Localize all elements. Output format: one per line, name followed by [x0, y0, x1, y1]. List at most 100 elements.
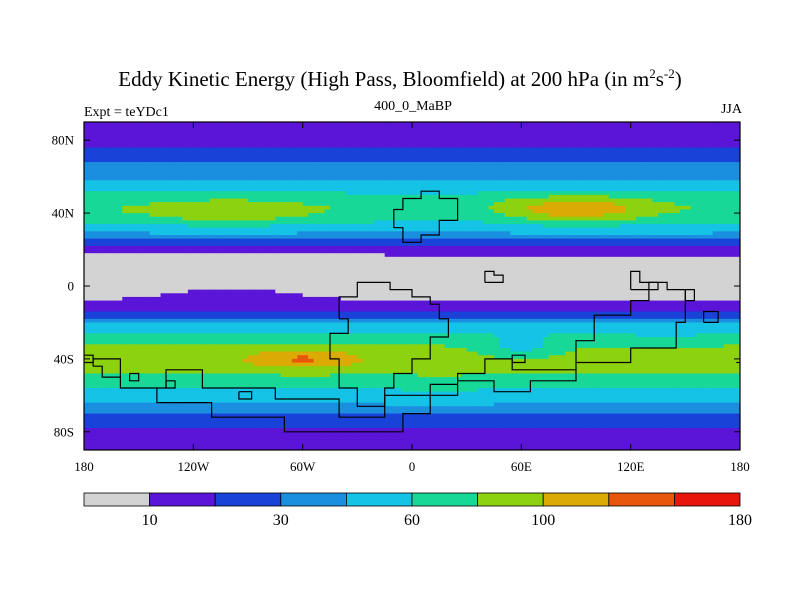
field-cell — [543, 143, 550, 149]
field-cell — [302, 198, 309, 203]
field-cell — [166, 202, 173, 207]
field-cell — [340, 260, 347, 265]
field-cell — [94, 132, 101, 138]
field-cell — [586, 169, 593, 174]
field-cell — [428, 245, 435, 251]
field-cell — [286, 205, 293, 211]
field-cell — [663, 213, 670, 218]
field-cell — [537, 165, 544, 170]
field-cell — [466, 176, 473, 181]
field-cell — [379, 140, 386, 145]
field-cell — [362, 242, 369, 247]
field-cell — [357, 191, 364, 196]
field-cell — [433, 245, 440, 251]
field-cell — [258, 227, 265, 232]
field-cell — [412, 176, 419, 181]
field-cell — [226, 165, 233, 170]
field-cell — [127, 205, 134, 211]
field-cell — [466, 220, 473, 225]
field-cell — [395, 238, 402, 243]
field-cell — [658, 122, 665, 127]
field-cell — [510, 238, 517, 243]
field-cell — [576, 191, 583, 196]
field-cell — [537, 147, 544, 152]
field-cell — [701, 238, 708, 243]
field-cell — [504, 231, 511, 236]
field-cell — [412, 209, 419, 214]
field-cell — [215, 202, 222, 207]
field-cell — [330, 213, 337, 218]
field-cell — [723, 227, 730, 232]
field-cell — [663, 267, 670, 273]
field-cell — [707, 165, 714, 170]
field-cell — [472, 140, 479, 145]
field-cell — [515, 205, 522, 211]
field-cell — [510, 245, 517, 251]
field-cell — [335, 249, 342, 254]
field-cell — [652, 202, 659, 207]
field-cell — [176, 136, 183, 141]
field-cell — [390, 125, 397, 130]
field-cell — [510, 253, 517, 258]
field-cell — [412, 158, 419, 163]
field-cell — [647, 209, 654, 214]
field-cell — [171, 183, 178, 189]
field-cell — [373, 256, 380, 262]
field-cell — [379, 242, 386, 247]
field-cell — [237, 165, 244, 170]
field-cell — [155, 242, 162, 247]
field-cell — [319, 176, 326, 181]
field-cell — [204, 151, 211, 156]
field-cell — [543, 202, 550, 207]
field-cell — [636, 140, 643, 145]
field-cell — [122, 253, 129, 258]
field-cell — [209, 242, 216, 247]
field-cell — [658, 125, 665, 130]
field-cell — [335, 231, 342, 236]
field-cell — [248, 194, 255, 200]
field-cell — [286, 238, 293, 243]
field-cell — [592, 151, 599, 156]
field-cell — [707, 209, 714, 214]
field-cell — [723, 209, 730, 214]
field-cell — [466, 216, 473, 221]
field-cell — [614, 202, 621, 207]
field-cell — [630, 187, 637, 192]
field-cell — [302, 183, 309, 189]
field-cell — [592, 202, 599, 207]
field-cell — [89, 158, 96, 163]
field-cell — [193, 183, 200, 189]
field-cell — [84, 231, 91, 236]
field-cell — [450, 194, 457, 200]
field-cell — [565, 147, 572, 152]
field-cell — [504, 136, 511, 141]
field-cell — [330, 231, 337, 236]
field-cell — [242, 264, 249, 269]
field-cell — [111, 136, 118, 141]
field-cell — [291, 198, 298, 203]
field-cell — [472, 220, 479, 225]
field-cell — [291, 129, 298, 134]
field-cell — [198, 180, 205, 185]
field-cell — [242, 245, 249, 251]
field-cell — [576, 238, 583, 243]
field-cell — [111, 227, 118, 232]
field-cell — [636, 224, 643, 229]
field-cell — [422, 202, 429, 207]
field-cell — [308, 198, 315, 203]
field-cell — [116, 231, 123, 236]
field-cell — [198, 256, 205, 262]
field-cell — [521, 191, 528, 196]
field-cell — [395, 151, 402, 156]
field-cell — [455, 125, 462, 130]
field-cell — [340, 249, 347, 254]
field-cell — [641, 165, 648, 170]
field-cell — [209, 216, 216, 221]
field-cell — [215, 151, 222, 156]
field-cell — [379, 132, 386, 138]
field-cell — [133, 205, 140, 211]
field-cell — [559, 187, 566, 192]
field-cell — [406, 260, 413, 265]
field-cell — [696, 129, 703, 134]
field-cell — [204, 140, 211, 145]
